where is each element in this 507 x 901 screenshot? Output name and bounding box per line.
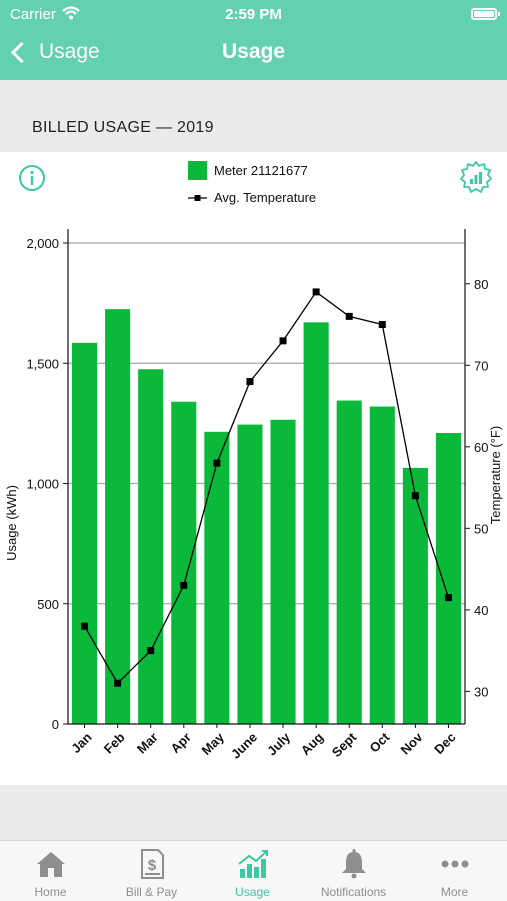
- legend-temp-label: Avg. Temperature: [214, 190, 316, 205]
- tab-more-label: More: [440, 885, 469, 899]
- tab-notifications-label: Notifications: [320, 885, 387, 899]
- y-tick-label: 2,000: [26, 236, 59, 251]
- home-icon: [37, 852, 65, 877]
- usage-chart: 0 500 1,000 1,500 2,000 30 40 50 60 70 80 Jan Feb Mar…: [4, 161, 503, 762]
- back-button[interactable]: Usage: [10, 40, 100, 64]
- info-icon[interactable]: [18, 164, 46, 192]
- y-axis-label: Usage (kWh): [4, 485, 19, 561]
- status-time: 2:59 PM: [225, 6, 282, 23]
- temperature-point: [246, 378, 254, 386]
- x-tick-label: Sept: [329, 729, 360, 760]
- y2-tick-label: 50: [474, 521, 488, 536]
- tab-usage-label: Usage: [235, 885, 270, 899]
- x-tick-label: July: [264, 729, 294, 759]
- bar: [105, 309, 131, 724]
- tab-bill-pay[interactable]: $ Bill & Pay: [101, 841, 202, 901]
- temperature-point: [81, 622, 89, 630]
- x-tick-label: Nov: [398, 729, 427, 758]
- temperature-point: [378, 321, 386, 329]
- legend-meter-label: Meter 21121677: [214, 163, 308, 178]
- usage-chart-icon: [238, 850, 268, 878]
- bar: [435, 432, 461, 724]
- bar: [138, 369, 164, 724]
- tab-more[interactable]: More: [404, 841, 505, 901]
- tab-home-label: Home: [34, 885, 67, 899]
- y2-tick-label: 70: [474, 358, 488, 373]
- x-tick-label: Oct: [366, 729, 392, 755]
- bell-icon: [342, 849, 366, 879]
- usage-chart-card: 0 500 1,000 1,500 2,000 30 40 50 60 70 80 Jan Feb Mar…: [0, 152, 507, 785]
- bar: [402, 467, 428, 724]
- y-tick-label: 0: [52, 717, 59, 732]
- temperature-point: [180, 581, 188, 589]
- x-tick-label: Dec: [431, 730, 458, 757]
- temperature-point: [279, 337, 287, 345]
- y2-tick-label: 60: [474, 440, 488, 455]
- x-tick-label: May: [199, 729, 228, 758]
- y2-tick-label: 40: [474, 603, 488, 618]
- y2-tick-label: 30: [474, 684, 488, 699]
- svg-text:$: $: [148, 857, 157, 874]
- y2-tick-label: 80: [474, 277, 488, 292]
- x-tick-label: Jan: [68, 729, 94, 755]
- battery-icon: [471, 8, 500, 20]
- y-tick-label: 1,500: [26, 356, 59, 371]
- nav-bar: Usage Usage: [0, 28, 507, 80]
- temperature-point: [312, 288, 320, 296]
- x-tick-label: Apr: [167, 730, 193, 756]
- bar: [336, 400, 362, 724]
- chart-settings-icon[interactable]: [459, 160, 493, 194]
- bill-icon: $: [141, 849, 164, 879]
- temperature-point: [345, 312, 353, 320]
- bar: [72, 342, 98, 724]
- temperature-point: [147, 647, 155, 655]
- tab-home[interactable]: Home: [0, 841, 101, 901]
- wifi-icon: [62, 6, 80, 24]
- back-button-label: Usage: [39, 40, 100, 63]
- temperature-point: [213, 459, 221, 467]
- bar: [237, 424, 263, 724]
- y-tick-label: 1,000: [26, 477, 59, 492]
- legend-line-marker: [194, 195, 201, 201]
- x-tick-label: June: [228, 730, 260, 762]
- bar: [171, 401, 197, 724]
- status-bar: Carrier 2:59 PM: [0, 0, 507, 28]
- temperature-point: [114, 679, 122, 687]
- more-icon: [441, 860, 469, 868]
- tab-notifications[interactable]: Notifications: [303, 841, 404, 901]
- temperature-line: [83, 290, 450, 685]
- x-tick-label: Feb: [101, 729, 128, 756]
- x-tick-label: Aug: [298, 729, 327, 758]
- tab-bar: Home $ Bill & Pay Usage Notifications: [0, 840, 507, 901]
- page-title: Usage: [221, 40, 286, 63]
- section-title: BILLED USAGE — 2019: [32, 119, 214, 136]
- bar: [270, 419, 296, 724]
- bar: [303, 322, 329, 724]
- bar: [369, 406, 395, 724]
- carrier-label: Carrier: [10, 6, 56, 23]
- x-tick-label: Mar: [134, 730, 161, 757]
- y2-axis-label: Temperature (°F): [488, 426, 503, 524]
- legend-bar-swatch: [188, 161, 207, 180]
- tab-bill-pay-label: Bill & Pay: [125, 885, 178, 899]
- temperature-point: [411, 492, 419, 500]
- y-tick-label: 500: [37, 597, 59, 612]
- tab-usage[interactable]: Usage: [202, 841, 303, 901]
- temperature-point: [444, 594, 452, 602]
- bar: [204, 431, 230, 724]
